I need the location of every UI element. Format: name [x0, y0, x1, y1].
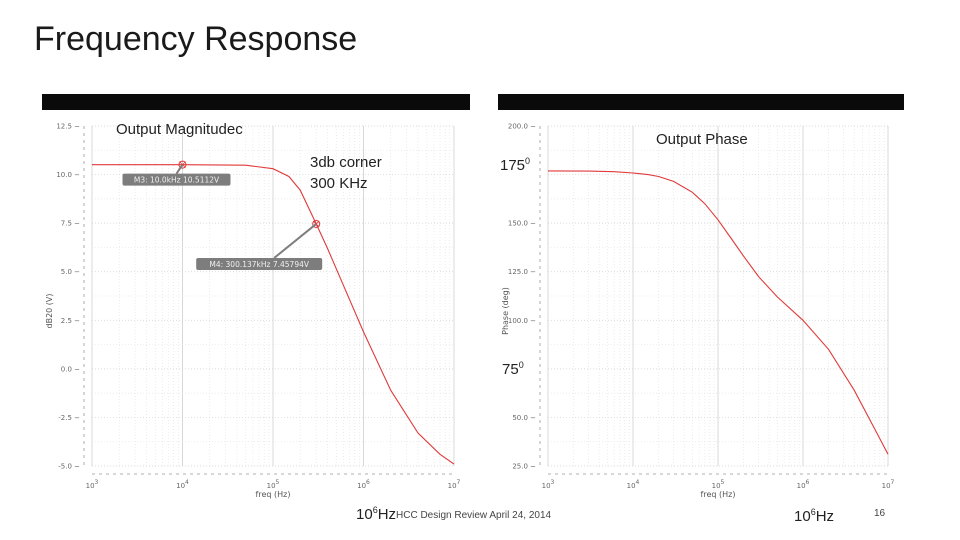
phase-xtick-label: 107 [882, 479, 895, 490]
phase-ytick-label: 200.0 − [508, 123, 536, 131]
slide-title: Frequency Response [34, 20, 358, 58]
phase-title: Output Phase [656, 131, 748, 148]
phase-xtick-label: 106 [797, 479, 810, 490]
phase-series-point [758, 276, 759, 277]
phase-series-point [743, 256, 744, 257]
phase-x-axis-title: freq (Hz) [701, 490, 736, 499]
phase-series-point [588, 170, 589, 171]
magnitude-xtick-label: 105 [267, 479, 280, 490]
magnitude-marker-point [178, 160, 187, 169]
magnitude-marker-leader [175, 164, 184, 175]
magnitude-series-point [439, 454, 440, 455]
magnitude-marker-label: M4: 300.137kHz 7.45794V [209, 260, 309, 269]
phase-series-point [717, 219, 718, 220]
phase-ytick-label: 150.0 − [508, 220, 536, 228]
magnitude-ytick-label: 7.5 − [61, 220, 80, 228]
phase-series-point [673, 181, 674, 182]
magnitude-marker-label: M3: 10.0kHz 10.5112V [134, 176, 220, 185]
magnitude-series-point [245, 165, 246, 166]
phase-ytick-label: 125.0 − [508, 268, 536, 276]
magnitude-chart: 12.5 − 10.0 − 7.5 − 5.0 − 2.5 − 0.0 − -2.5 − -5… [45, 123, 461, 500]
phase-annotation-low: 750 [502, 360, 524, 378]
right-header-bar [498, 94, 904, 110]
phase-annotation-high: 1750 [500, 156, 530, 174]
phase-xtick-label: 104 [627, 479, 640, 490]
magnitude-ytick-label: 2.5 − [61, 317, 80, 325]
phase-low-sup: 0 [518, 360, 524, 370]
magnitude-ytick-label: 0.0 − [61, 365, 80, 373]
phase-high-sup: 0 [525, 156, 531, 166]
magnitude-ytick-label: 5.0 − [61, 268, 80, 276]
phase-series-point [874, 428, 875, 429]
magnitude-x-axis-title: freq (Hz) [256, 490, 291, 499]
corner-annotation-line2: 300 KHz [310, 175, 368, 192]
phase-series-point [647, 174, 648, 175]
phase-series-point [828, 349, 829, 350]
magnitude-xtick-label: 103 [86, 479, 99, 490]
left-header-bar [42, 94, 470, 110]
phase-chart: 200.0 − 150.0 − 125.0 − 100.0 − 50.0 − 25.0 −… [501, 123, 895, 500]
phase-series-point [802, 320, 803, 321]
bottom-left-frequency: 106Hz [356, 505, 396, 523]
bottom-left-freq-exp: 6 [372, 505, 378, 515]
magnitude-series-point [390, 390, 391, 391]
corner-annotation-line1: 3db corner [310, 154, 382, 171]
phase-series-point [614, 171, 615, 172]
phase-low-value: 75 [502, 361, 519, 378]
magnitude-ytick-label: -5.0 − [58, 463, 80, 471]
bottom-right-freq-exp: 6 [810, 507, 816, 517]
magnitude-xtick-label: 107 [448, 479, 461, 490]
magnitude-marker-point [312, 219, 321, 228]
magnitude-series-point [272, 168, 273, 169]
phase-series-point [777, 296, 778, 297]
magnitude-series-point [363, 331, 364, 332]
magnitude-xtick-label: 104 [176, 479, 189, 490]
magnitude-series-point [343, 285, 344, 286]
phase-series-point [732, 240, 733, 241]
magnitude-title: Output Magnitudec [116, 121, 243, 138]
magnitude-series-point [453, 463, 454, 464]
magnitude-series-line [92, 164, 455, 465]
phase-xtick-label: 105 [712, 479, 725, 490]
magnitude-series-point [91, 164, 92, 165]
bottom-right-frequency: 106Hz [794, 507, 834, 525]
phase-series-point [632, 172, 633, 173]
magnitude-series-point [300, 190, 301, 191]
phase-series-line [547, 170, 889, 455]
phase-series-point [854, 390, 855, 391]
phase-high-value: 175 [500, 157, 526, 174]
bottom-right-freq-base: 10 [794, 508, 811, 525]
magnitude-series-point [417, 432, 418, 433]
magnitude-series-point [288, 176, 289, 177]
phase-series-point [704, 203, 705, 204]
phase-ytick-label: 100.0 − [508, 317, 536, 325]
magnitude-xtick-label: 106 [357, 479, 370, 490]
magnitude-marker-box [196, 257, 323, 270]
bottom-right-freq-unit: Hz [815, 508, 835, 525]
page-number: 16 [874, 508, 886, 519]
magnitude-ytick-label: -2.5 − [58, 414, 80, 422]
phase-series-point [547, 170, 548, 171]
phase-series-point [692, 192, 693, 193]
phase-series-point [658, 176, 659, 177]
phase-y-axis-title: Phase (deg) [501, 287, 510, 335]
phase-ytick-label: 25.0 − [512, 463, 536, 471]
magnitude-series-point [327, 248, 328, 249]
bottom-left-freq-base: 10 [356, 506, 373, 523]
phase-xtick-label: 103 [542, 479, 555, 490]
magnitude-marker-box [122, 173, 231, 186]
magnitude-ytick-label: 12.5 − [56, 123, 80, 131]
bottom-left-freq-unit: Hz [377, 506, 397, 523]
phase-series-point [887, 454, 888, 455]
phase-ytick-label: 50.0 − [512, 414, 536, 422]
magnitude-y-axis-title: dB20 (V) [45, 293, 54, 328]
footer-text: HCC Design Review April 24, 2014 [396, 510, 552, 521]
magnitude-marker-leader [273, 223, 317, 259]
magnitude-ytick-label: 10.0 − [56, 171, 80, 179]
